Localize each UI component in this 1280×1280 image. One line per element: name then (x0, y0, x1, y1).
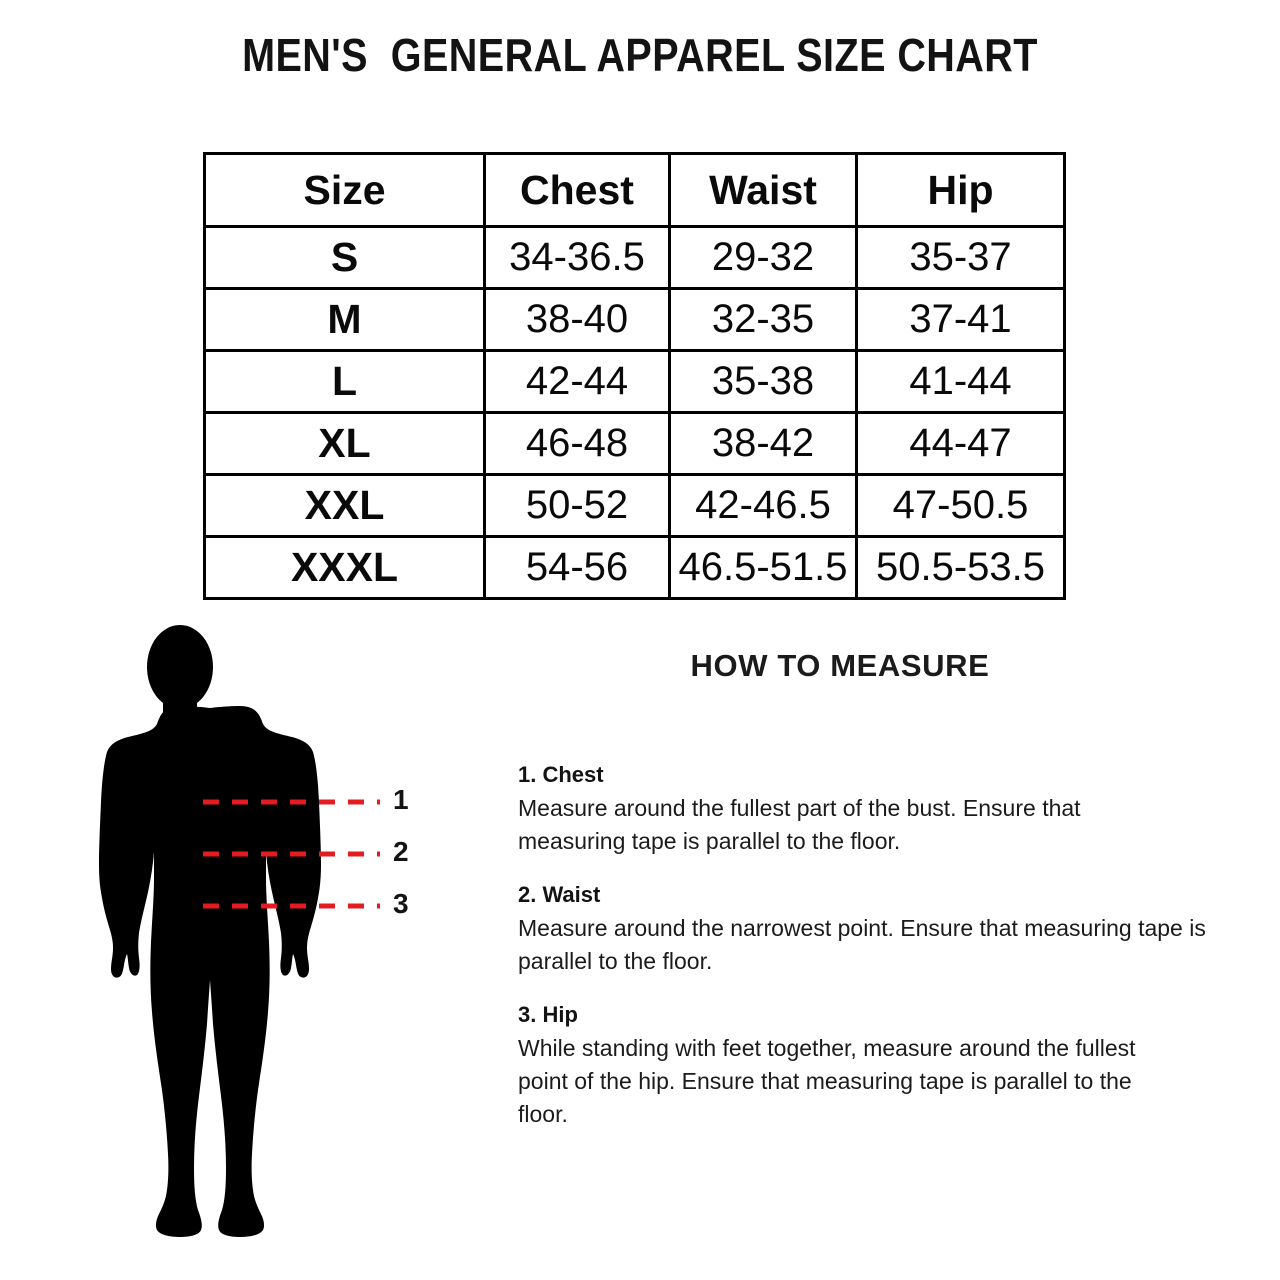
column-header-size: Size (203, 152, 486, 228)
cell-chest: 50-52 (483, 473, 671, 538)
column-header-hip: Hip (855, 152, 1066, 228)
body-figure-panel: 1 2 3 (60, 620, 480, 1280)
measure-instruction-waist: 2. Waist Measure around the narrowest po… (518, 882, 1218, 978)
cell-waist: 46.5-51.5 (668, 535, 858, 600)
size-chart-table: Size Chest Waist Hip S 34-36.5 29-32 35-… (203, 152, 1066, 600)
instruction-title-hip: 3. Hip (518, 1002, 578, 1027)
cell-chest: 38-40 (483, 287, 671, 352)
instruction-body-waist: Measure around the narrowest point. Ensu… (518, 915, 1206, 974)
cell-waist: 29-32 (668, 225, 858, 290)
measure-instruction-hip: 3. Hip While standing with feet together… (518, 1002, 1158, 1130)
page-title: MEN'S GENERAL APPAREL SIZE CHART (242, 29, 1038, 81)
measure-label-3: 3 (393, 888, 409, 919)
table-row: L 42-44 35-38 41-44 (203, 349, 1066, 414)
cell-hip: 47-50.5 (855, 473, 1066, 538)
cell-waist: 35-38 (668, 349, 858, 414)
cell-size: L (203, 349, 486, 414)
instruction-body-hip: While standing with feet together, measu… (518, 1035, 1136, 1127)
measure-label-1: 1 (393, 784, 409, 815)
table-header-row: Size Chest Waist Hip (203, 152, 1066, 228)
measure-instruction-chest: 1. Chest Measure around the fullest part… (518, 762, 1168, 858)
cell-waist: 32-35 (668, 287, 858, 352)
column-header-waist: Waist (668, 152, 858, 228)
size-chart-table-container: Size Chest Waist Hip S 34-36.5 29-32 35-… (203, 152, 1066, 600)
measure-label-2: 2 (393, 836, 409, 867)
how-to-measure-heading: HOW TO MEASURE (690, 648, 990, 683)
table-row: XXXL 54-56 46.5-51.5 50.5-53.5 (203, 535, 1066, 600)
how-to-measure-panel: HOW TO MEASURE 1. Chest Measure around t… (505, 648, 1225, 1127)
cell-size: XL (203, 411, 486, 476)
cell-waist: 38-42 (668, 411, 858, 476)
cell-hip: 50.5-53.5 (855, 535, 1066, 600)
table-row: M 38-40 32-35 37-41 (203, 287, 1066, 352)
cell-chest: 42-44 (483, 349, 671, 414)
cell-chest: 46-48 (483, 411, 671, 476)
table-row: XXL 50-52 42-46.5 47-50.5 (203, 473, 1066, 538)
instruction-body-chest: Measure around the fullest part of the b… (518, 795, 1081, 854)
cell-size: M (203, 287, 486, 352)
body-silhouette-icon (99, 625, 380, 1237)
table-row: S 34-36.5 29-32 35-37 (203, 225, 1066, 290)
instruction-title-waist: 2. Waist (518, 882, 601, 907)
cell-size: S (203, 225, 486, 290)
cell-hip: 37-41 (855, 287, 1066, 352)
instruction-title-chest: 1. Chest (518, 762, 604, 787)
table-row: XL 46-48 38-42 44-47 (203, 411, 1066, 476)
cell-chest: 34-36.5 (483, 225, 671, 290)
cell-size: XXXL (203, 535, 486, 600)
cell-size: XXL (203, 473, 486, 538)
cell-hip: 44-47 (855, 411, 1066, 476)
cell-hip: 41-44 (855, 349, 1066, 414)
column-header-chest: Chest (483, 152, 671, 228)
cell-hip: 35-37 (855, 225, 1066, 290)
cell-waist: 42-46.5 (668, 473, 858, 538)
cell-chest: 54-56 (483, 535, 671, 600)
